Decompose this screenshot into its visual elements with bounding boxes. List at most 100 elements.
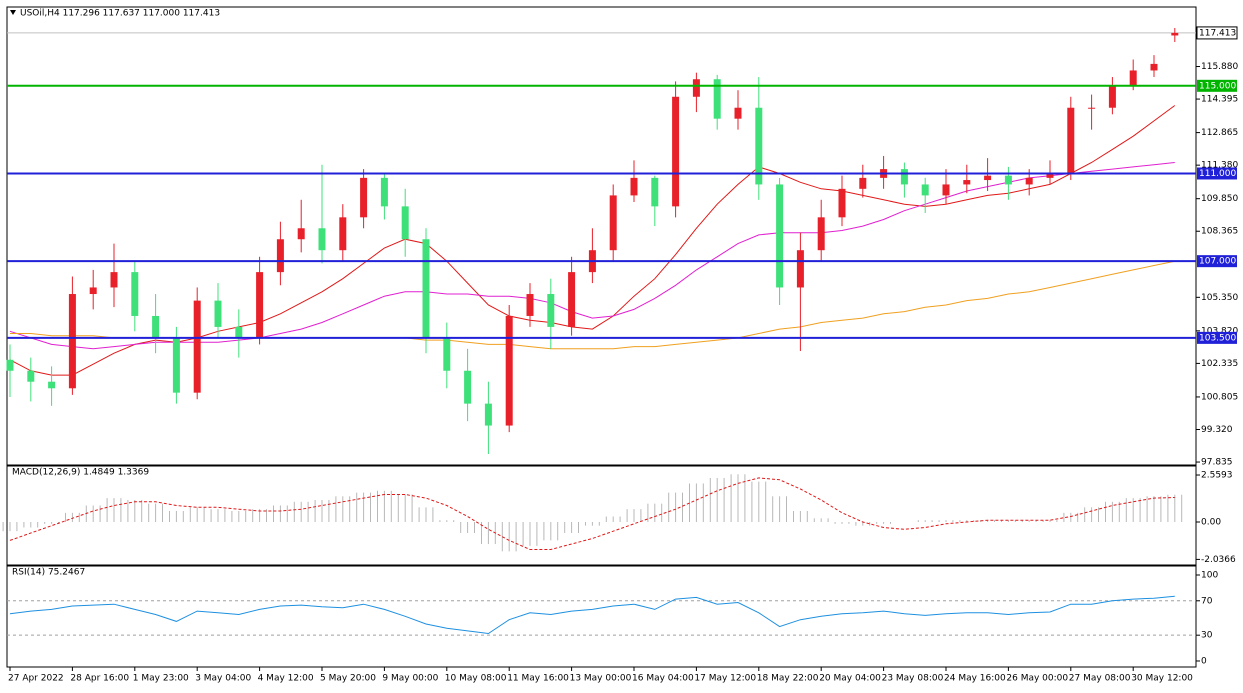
candle-body	[900, 169, 908, 185]
candle-body	[838, 188, 846, 218]
panel-frame	[6, 6, 1197, 466]
candle-body	[672, 96, 680, 207]
candle-body	[464, 370, 472, 404]
candle-body	[443, 337, 451, 371]
candle-body	[1171, 32, 1179, 36]
signal-line	[9, 477, 1175, 550]
candle-body	[256, 272, 264, 338]
candle-body	[776, 184, 784, 288]
candle-body	[214, 300, 222, 327]
y-tick-label: 0.00	[1201, 518, 1221, 528]
y-tick-label: 103.820	[1201, 326, 1238, 336]
candle-body	[796, 250, 804, 288]
y-tick-label: 70	[1201, 596, 1213, 606]
candle-body	[609, 195, 617, 251]
candle-body	[297, 228, 305, 240]
level-label: 107.000	[1199, 257, 1236, 267]
panel-title: MACD(12,26,9) 1.4849 1.3369	[12, 468, 149, 478]
y-tick-label: 111.380	[1201, 161, 1238, 171]
x-tick-label: 23 May 08:00	[882, 674, 944, 684]
y-tick-label: 114.395	[1201, 95, 1238, 105]
level-label: 103.500	[1199, 333, 1236, 343]
candle-body	[401, 206, 409, 240]
candle-body	[110, 272, 118, 288]
x-tick-label: 28 Apr 16:00	[70, 674, 129, 684]
collapse-icon	[10, 10, 16, 15]
x-tick-label: 27 Apr 2022	[8, 674, 64, 684]
candle-body	[484, 403, 492, 426]
candle-body	[1088, 107, 1096, 109]
level-label-box	[1197, 331, 1237, 344]
candle-body	[422, 239, 430, 338]
candle-body	[713, 79, 721, 119]
level-label-box	[1197, 255, 1237, 268]
level-label-box	[1197, 79, 1237, 92]
level-label: 111.000	[1199, 169, 1236, 179]
candle-body	[817, 217, 825, 251]
y-tick-label: 108.365	[1201, 227, 1238, 237]
x-tick-label: 30 May 12:00	[1131, 674, 1193, 684]
candle-body	[526, 294, 534, 316]
x-tick-label: 10 May 08:00	[445, 674, 507, 684]
panel-title: RSI(14) 75.2467	[12, 568, 85, 578]
moving-average	[9, 162, 1175, 350]
candle-body	[755, 107, 763, 185]
x-tick-label: 27 May 08:00	[1069, 674, 1131, 684]
y-tick-label: 112.865	[1201, 128, 1238, 138]
candle-body	[1150, 63, 1158, 71]
candle-body	[89, 287, 97, 295]
x-tick-label: 26 May 00:00	[1006, 674, 1068, 684]
y-tick-label: 2.5593	[1201, 471, 1233, 481]
candle-body	[1046, 173, 1054, 178]
candle-body	[547, 294, 555, 327]
candle-body	[68, 294, 76, 389]
y-tick-label: 102.335	[1201, 359, 1238, 369]
panel-frame	[6, 465, 1197, 566]
y-tick-label: 0	[1201, 656, 1207, 666]
level-label-box	[1197, 167, 1237, 180]
x-tick-label: 5 May 20:00	[320, 674, 376, 684]
x-tick-label: 20 May 04:00	[819, 674, 881, 684]
x-tick-label: 9 May 00:00	[382, 674, 438, 684]
y-tick-label: 30	[1201, 631, 1213, 641]
y-tick-label: -2.0366	[1201, 555, 1236, 565]
candle-body	[859, 177, 867, 189]
candle-body	[276, 239, 284, 273]
x-tick-label: 17 May 12:00	[694, 674, 756, 684]
candle-body	[651, 177, 659, 207]
y-tick-label: 109.850	[1201, 194, 1238, 204]
x-tick-label: 11 May 16:00	[507, 674, 569, 684]
candle-body	[984, 175, 992, 181]
y-tick-label: 115.880	[1201, 62, 1238, 72]
y-tick-label: 97.835	[1201, 458, 1233, 468]
candle-body	[942, 184, 950, 196]
candle-body	[734, 107, 742, 119]
x-tick-label: 1 May 23:00	[133, 674, 189, 684]
candle-body	[692, 79, 700, 97]
y-tick-label: 105.350	[1201, 293, 1238, 303]
x-tick-label: 13 May 00:00	[570, 674, 632, 684]
y-tick-label: 100.805	[1201, 392, 1238, 402]
candle-body	[27, 370, 35, 382]
candle-body	[339, 217, 347, 251]
x-tick-label: 4 May 12:00	[258, 674, 314, 684]
x-tick-label: 3 May 04:00	[195, 674, 251, 684]
candle-body	[568, 272, 576, 327]
candle-body	[1004, 175, 1012, 185]
y-tick-label: 99.320	[1201, 425, 1233, 435]
candle-body	[1025, 177, 1033, 185]
candle-body	[172, 337, 180, 393]
candle-body	[1108, 85, 1116, 108]
candle-body	[630, 177, 638, 196]
candle-body	[131, 272, 139, 316]
level-label: 115.000	[1199, 81, 1236, 91]
candle-body	[152, 315, 160, 338]
moving-average	[9, 105, 1176, 376]
y-tick-label: 100	[1201, 570, 1218, 580]
panel-frame	[6, 565, 1197, 668]
candle-body	[48, 381, 56, 389]
panel-title: USOil,H4 117.296 117.637 117.000 117.413	[20, 9, 220, 19]
last-price-box	[1196, 26, 1238, 40]
candle-body	[963, 180, 971, 185]
